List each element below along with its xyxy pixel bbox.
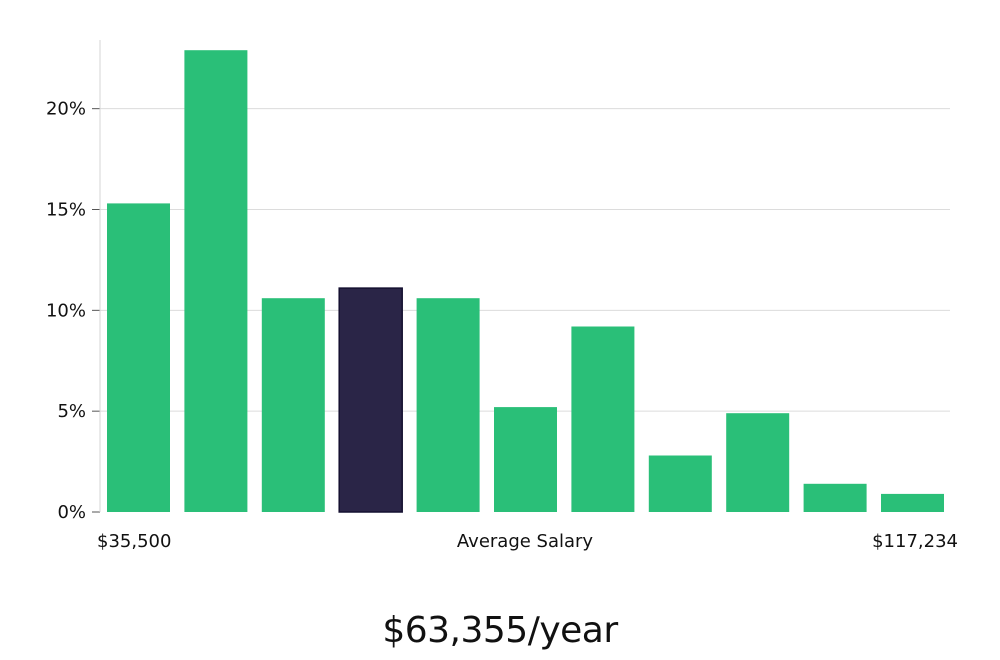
bars bbox=[107, 50, 944, 513]
bar-highlighted bbox=[338, 287, 403, 513]
x-axis-title: Average Salary bbox=[457, 531, 594, 552]
y-tick-label: 15% bbox=[46, 200, 86, 221]
bar bbox=[803, 483, 867, 512]
y-axis-ticks: 0% 5% 10% 15% 20% bbox=[46, 99, 100, 523]
bar bbox=[881, 493, 944, 512]
y-tick-label: 20% bbox=[46, 99, 86, 120]
x-axis-min-label: $35,500 bbox=[97, 531, 171, 552]
chart-plot-area: 0% 5% 10% 15% 20% $35,500 Average Salary $11… bbox=[46, 40, 958, 552]
bar bbox=[726, 413, 790, 512]
bar bbox=[648, 455, 712, 512]
bar bbox=[416, 298, 480, 512]
bar bbox=[261, 298, 325, 512]
x-axis-max-label: $117,234 bbox=[872, 531, 958, 552]
y-tick-label: 0% bbox=[57, 502, 86, 523]
y-tick-label: 5% bbox=[57, 401, 86, 422]
average-salary-value: $63,355/year bbox=[382, 610, 618, 651]
y-tick-label: 10% bbox=[46, 300, 86, 321]
bar bbox=[184, 50, 248, 512]
bar bbox=[494, 407, 557, 512]
bar bbox=[107, 203, 170, 512]
bar bbox=[571, 326, 635, 512]
